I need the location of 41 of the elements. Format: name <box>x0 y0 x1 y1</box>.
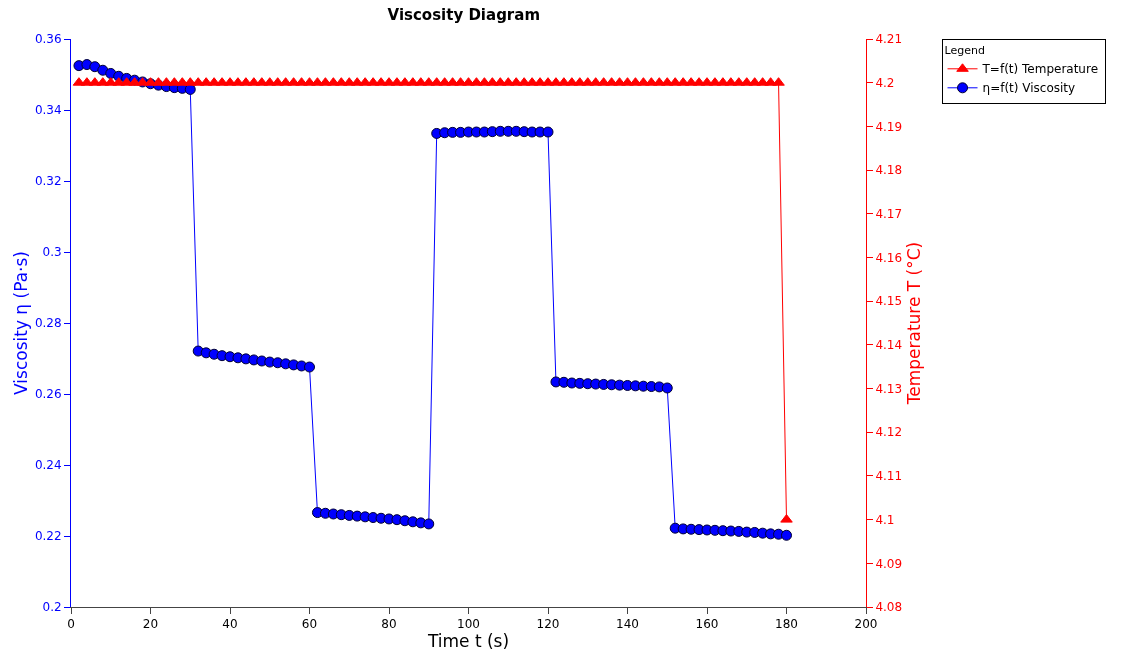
y2-tick-label: 4.08 <box>875 600 903 615</box>
y2-tick-label: 4.2 <box>875 75 895 90</box>
y-tick-label: 0.22 <box>34 529 62 544</box>
x-tick-label: 20 <box>142 617 159 632</box>
y2-axis-title: Temperature T (°C) <box>904 241 925 406</box>
y2-tick-label: 4.21 <box>875 32 903 47</box>
y2-tick-label: 4.18 <box>875 163 903 178</box>
y2-tick-label: 4.13 <box>875 381 903 396</box>
y2-tick-label: 4.16 <box>875 250 903 265</box>
y-tick-label: 0.28 <box>34 316 62 331</box>
y-tick-label: 0.26 <box>34 387 62 402</box>
y2-tick-label: 4.14 <box>875 338 903 353</box>
y2-tick-label: 4.11 <box>875 469 903 484</box>
y-axis-title: Viscosity η (Pa·s) <box>11 251 31 395</box>
y2-tick-label: 4.15 <box>875 294 903 309</box>
x-tick-label: 160 <box>695 617 719 632</box>
legend-label: η=f(t) Viscosity <box>982 81 1076 96</box>
x-tick-label: 140 <box>616 617 639 632</box>
y2-tick-label: 4.09 <box>875 556 903 571</box>
y-tick-label: 0.32 <box>34 174 62 189</box>
y2-tick-label: 4.12 <box>875 425 903 440</box>
x-tick-label: 100 <box>457 617 480 632</box>
x-tick-label: 60 <box>301 617 318 632</box>
x-tick-label: 120 <box>536 617 560 632</box>
y2-tick-label: 4.19 <box>875 119 903 134</box>
x-tick-label: 0 <box>67 617 75 632</box>
x-tick-label: 80 <box>381 617 397 632</box>
y-tick-label: 0.34 <box>34 103 62 118</box>
x-tick-label: 200 <box>854 617 878 632</box>
y-tick-label: 0.2 <box>42 600 62 615</box>
x-tick-label: 180 <box>775 617 798 632</box>
legend-label: T=f(t) Temperature <box>981 62 1099 77</box>
x-tick-label: 40 <box>222 617 238 632</box>
x-axis-title: Time t (s) <box>426 631 510 652</box>
y2-tick-label: 4.17 <box>875 206 903 221</box>
y2-tick-label: 4.1 <box>875 512 895 527</box>
y-tick-label: 0.3 <box>42 245 62 260</box>
y-tick-label: 0.36 <box>34 32 62 47</box>
chart-title: Viscosity Diagram <box>387 6 541 25</box>
legend-title: Legend <box>944 44 985 58</box>
y-tick-label: 0.24 <box>34 458 62 473</box>
